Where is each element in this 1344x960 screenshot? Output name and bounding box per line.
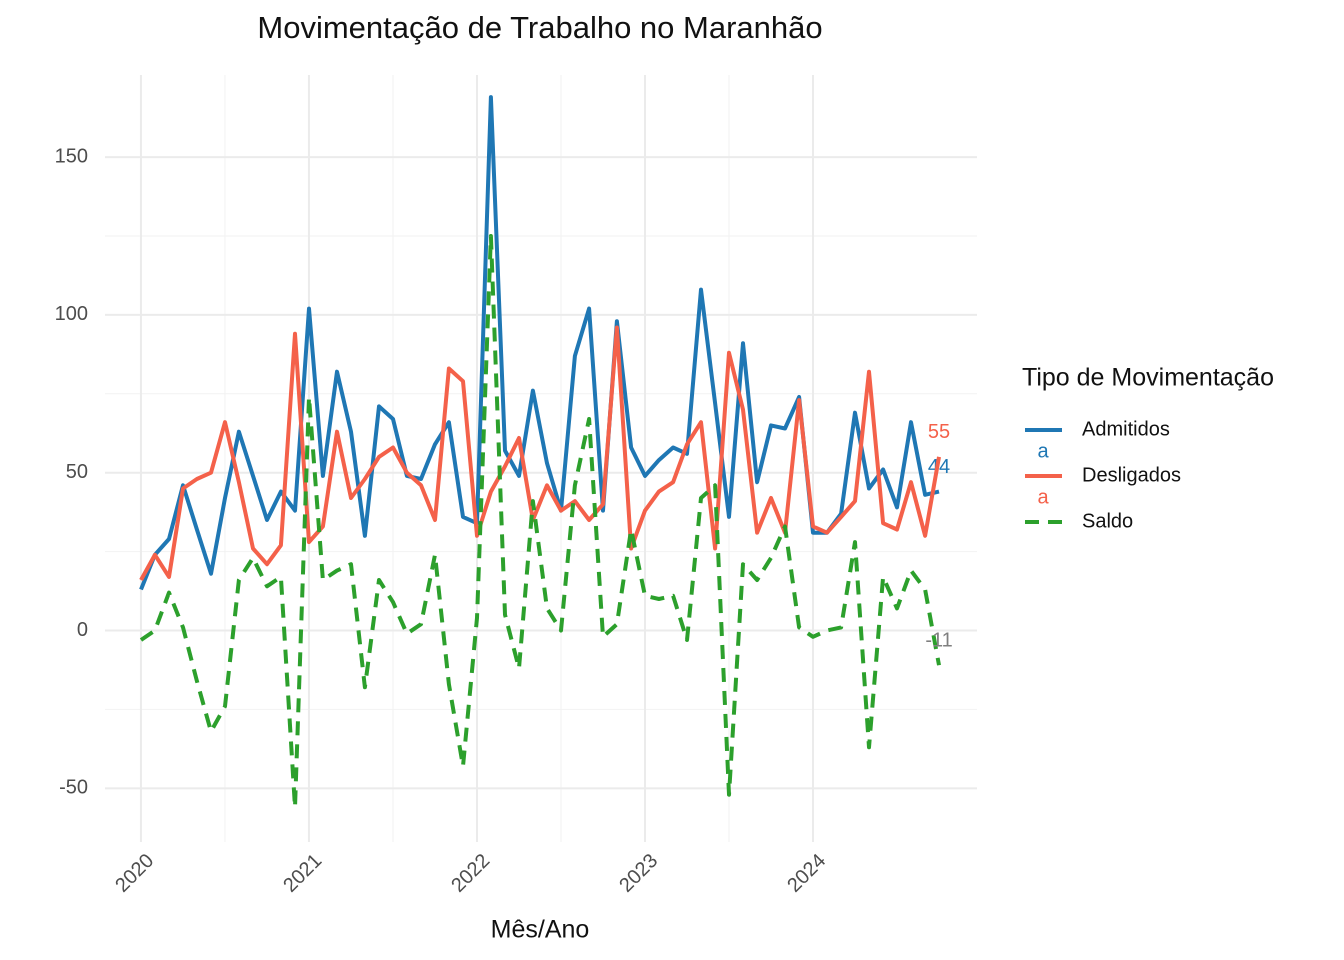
series-line: [139, 95, 940, 591]
legend-title: Tipo de Movimentação: [1022, 364, 1274, 392]
legend-label: Admitidos: [1082, 418, 1170, 440]
chart-title: Movimentação de Trabalho no Maranhão: [257, 10, 822, 45]
legend-key-text: a: [1037, 486, 1049, 508]
legend-label: Desligados: [1082, 464, 1181, 486]
x-tick-label: 2021: [279, 850, 326, 897]
y-tick-label: 0: [77, 619, 88, 641]
y-tick-label: 50: [66, 461, 88, 483]
legend-label: Saldo: [1082, 510, 1133, 532]
x-axis-label: Mês/Ano: [491, 916, 590, 944]
legend-key-text: a: [1037, 440, 1049, 462]
end-label: 55: [928, 421, 950, 443]
x-tick-label: 2020: [111, 850, 158, 897]
series-line: [139, 325, 941, 581]
y-tick-label: 150: [55, 145, 88, 167]
x-tick-label: 2024: [783, 850, 830, 897]
y-tick-label: -50: [59, 777, 88, 799]
x-tick-label: 2023: [615, 850, 662, 897]
end-label: -11: [925, 630, 952, 652]
y-tick-label: 100: [55, 303, 88, 325]
x-tick-label: 2022: [447, 850, 494, 897]
series-line: [139, 234, 941, 810]
